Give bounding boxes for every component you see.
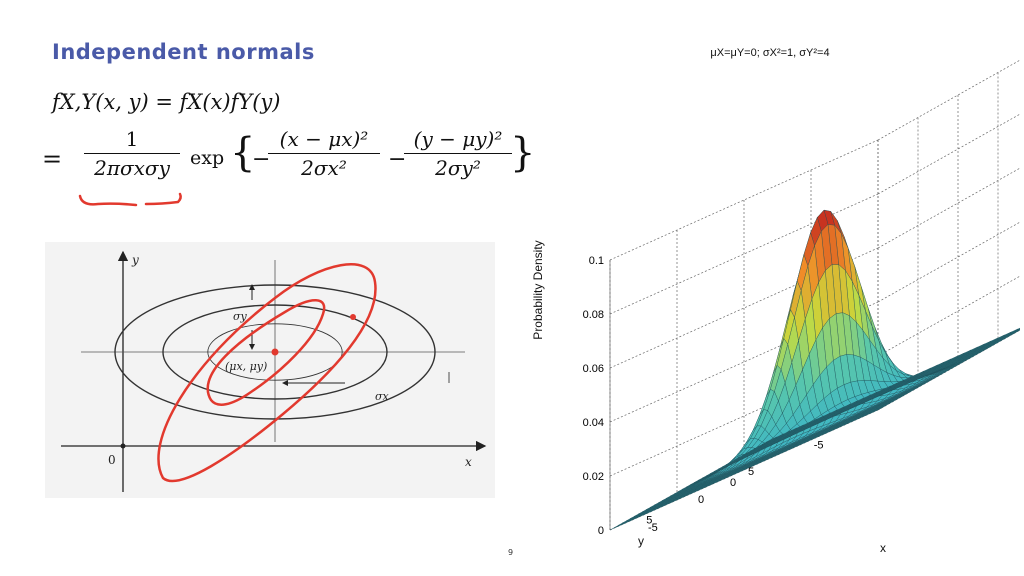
- slide-title: Independent normals: [52, 40, 315, 64]
- z-axis-label: Probability Density: [531, 240, 545, 339]
- grid-line: [877, 273, 1024, 357]
- z-tick-label: 0: [598, 525, 604, 537]
- page-number: 9: [508, 548, 514, 557]
- grid-line: [877, 57, 1024, 141]
- grid-line: [877, 165, 1024, 249]
- chart-title: μX=μY=0; σX²=1, σY²=4: [710, 47, 829, 59]
- z-tick-label: 0.04: [583, 417, 604, 429]
- contour-inner: [207, 323, 343, 381]
- x-axis-label-3d: x: [880, 541, 886, 555]
- equals-sign: =: [42, 145, 63, 173]
- contour-diagram: y x 0 σy σx (μx, μy): [45, 242, 495, 498]
- mean-label: (μx, μy): [225, 360, 267, 373]
- sigma-y-label: σy: [233, 310, 248, 323]
- x-term-fraction: (x − μx)² 2σx²: [268, 127, 380, 180]
- y-axis-label-3d: y: [638, 534, 644, 548]
- y-term-numerator: (y − μy)²: [413, 127, 503, 151]
- grid-line: [877, 219, 1024, 303]
- contour-plot: y x 0 σy σx (μx, μy): [61, 250, 487, 492]
- z-tick-label: 0.1: [589, 255, 604, 267]
- surface-svg: μX=μY=0; σX²=1, σY²=4 Probability Densit…: [531, 47, 1024, 555]
- sigma-x-label: σx: [375, 390, 390, 403]
- x-tick-label: -5: [648, 522, 658, 534]
- x-term-numerator: (x − μx)²: [279, 127, 369, 151]
- joint-density-equation: fX,Y(x, y) = fX(x)fY(y): [52, 90, 281, 114]
- fraction-numerator: 1: [125, 127, 139, 151]
- handwritten-underline: [78, 192, 182, 207]
- x-tick-label: 0: [698, 494, 704, 506]
- y-tick-label: 0: [730, 477, 736, 489]
- gaussian-formula: = 1 2πσxσy exp { − (x − μx)² 2σx² − (y −…: [42, 127, 536, 180]
- y-term-fraction: (y − μy)² 2σy²: [404, 127, 512, 180]
- y-tick-label: 5: [646, 515, 652, 527]
- normalizing-fraction: 1 2πσxσy: [84, 127, 180, 180]
- contour-middle: [162, 304, 388, 400]
- y-tick-label: -5: [814, 440, 824, 452]
- surface-plot: μX=μY=0; σX²=1, σY²=4 Probability Densit…: [520, 40, 1024, 560]
- z-tick-label: 0.06: [583, 363, 604, 375]
- fraction-denominator: 2πσxσy: [94, 156, 170, 180]
- grid-line: [609, 139, 879, 261]
- correlated-contour-inner: [206, 299, 326, 406]
- correlated-contour-outer: [157, 263, 377, 483]
- mean-point: [271, 348, 279, 356]
- y-term-denominator: 2σy²: [435, 156, 481, 180]
- origin-label: 0: [108, 453, 116, 467]
- equation-lhs: fX,Y(x, y) = fX(x)fY(y): [52, 90, 281, 114]
- y-axis-label: y: [131, 253, 139, 267]
- z-tick-label: 0.02: [583, 471, 604, 483]
- grid-line: [609, 193, 879, 315]
- x-axis-label: x: [465, 455, 472, 469]
- x-tick-label: 5: [748, 466, 754, 478]
- exp-function: exp: [190, 147, 225, 169]
- z-tick-label: 0.08: [583, 309, 604, 321]
- x-term-denominator: 2σx²: [301, 156, 347, 180]
- grid-line: [877, 111, 1024, 195]
- surface-patch: [765, 436, 777, 443]
